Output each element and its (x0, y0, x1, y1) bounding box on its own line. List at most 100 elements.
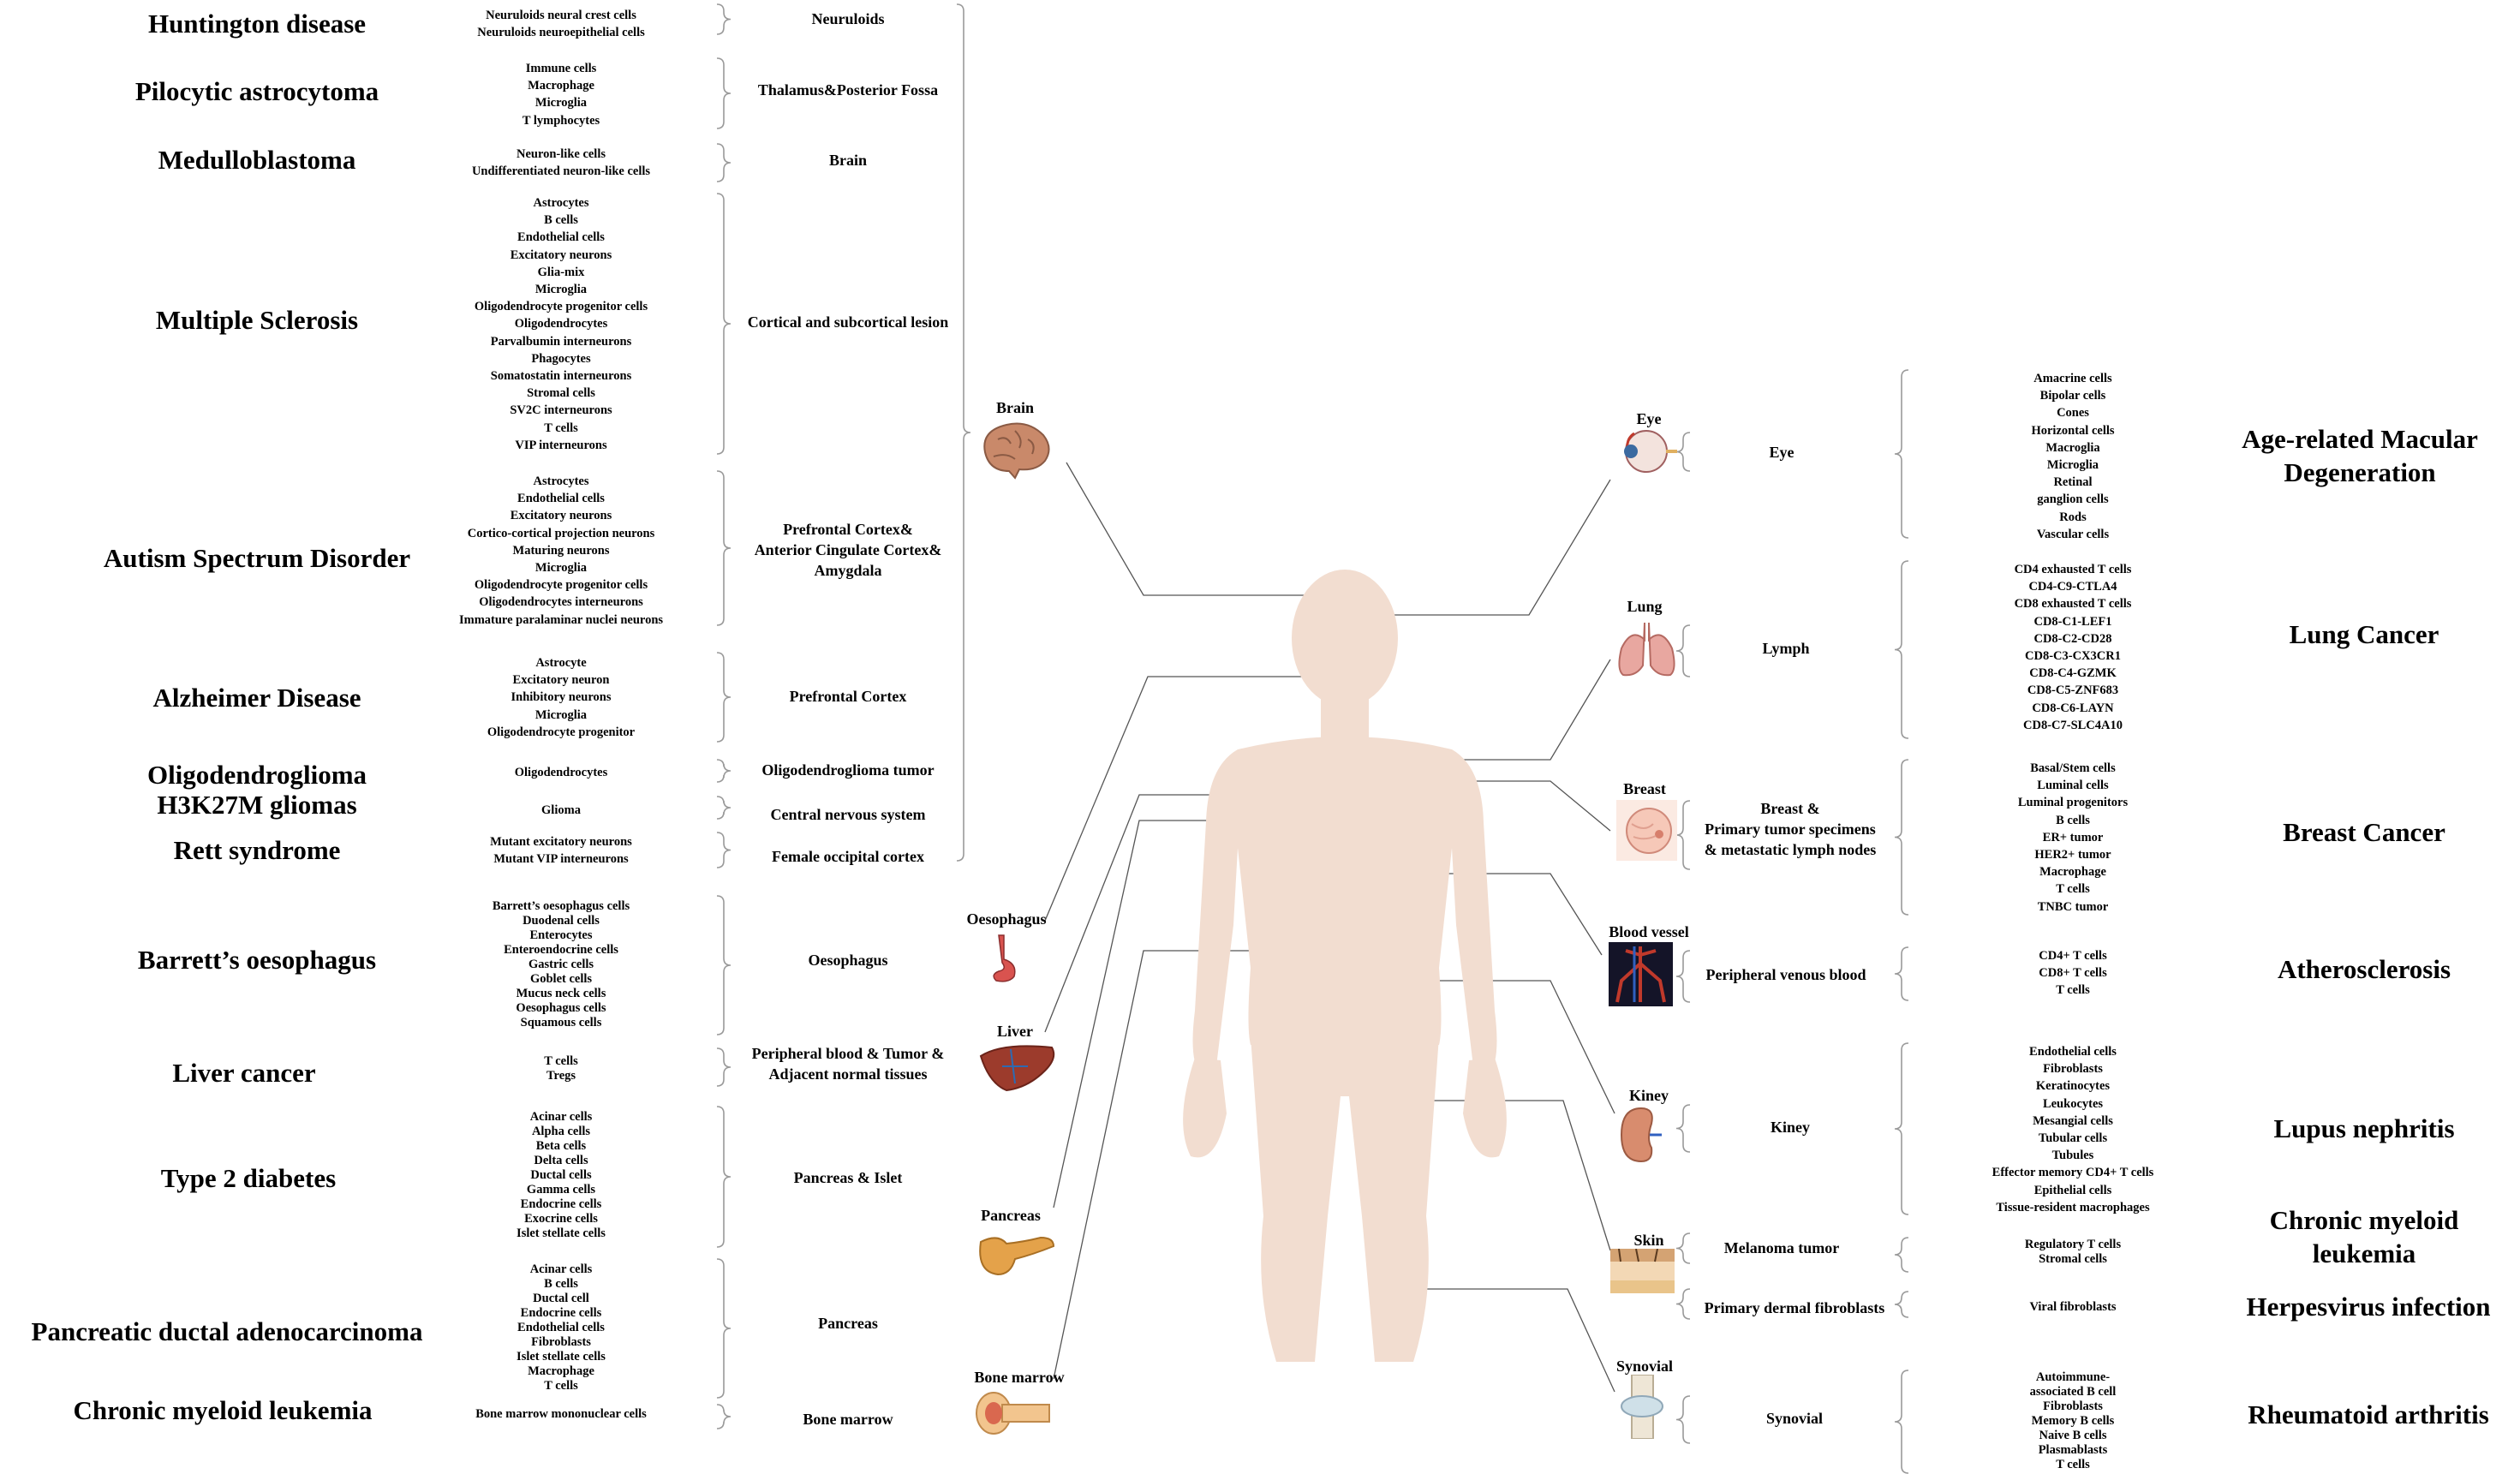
bracket (716, 652, 732, 743)
disease-label-alzheimer: Alzheimer Disease (152, 683, 361, 713)
tissue-label-brain: Brain (828, 152, 867, 169)
cell-list-breast-cancer: Basal/Stem cells Luminal cells Luminal pro… (2017, 761, 2129, 914)
disease-label-lung-cancer: Lung Cancer (2289, 619, 2439, 649)
bracket (716, 143, 732, 182)
bracket (1894, 369, 1909, 539)
organ-label-bone-marrow: Bone marrow (974, 1369, 1065, 1386)
cell-list-herpesvirus: Viral fibroblasts (2029, 1300, 2117, 1314)
disease-label-autism: Autism Spectrum Disorder (103, 543, 411, 573)
tissue-label-peripheral-blood: Peripheral blood & Tumor & Adjacent norma… (751, 1045, 945, 1083)
organ-label-oesophagus: Oesophagus (966, 910, 1047, 928)
disease-label-cml-left: Chronic myeloid leukemia (73, 1395, 373, 1425)
breast-icon (1615, 798, 1679, 862)
bracket (1675, 950, 1691, 1003)
cell-list-autism: Astrocytes Endothelial cells Excitatory ne… (458, 474, 664, 627)
bracket (1675, 1104, 1691, 1153)
cell-list-amd: Amacrine cells Bipolar cells Cones Horizont… (2031, 372, 2115, 541)
organ-label-brain: Brain (995, 399, 1034, 416)
bracket (716, 193, 732, 455)
disease-label-barretts: Barrett’s oesophagus (137, 945, 377, 975)
tissue-label-oesophagus: Oesophagus (808, 952, 888, 969)
tissue-label-lymph: Lymph (1762, 640, 1810, 657)
organ-label-synovial: Synovial (1615, 1358, 1674, 1375)
cell-list-rheumatoid: Autoimmune-associated B cell Fibroblasts M… (2029, 1370, 2117, 1471)
bracket (1894, 759, 1909, 916)
oesophagus-icon (983, 934, 1022, 985)
bracket (716, 895, 732, 1035)
bone-marrow-icon (972, 1387, 1058, 1439)
cell-list-liver-cancer: T cells Tregs (544, 1054, 578, 1083)
disease-label-lupus: Lupus nephritis (2273, 1113, 2455, 1143)
bracket (716, 1404, 732, 1429)
tissue-label-prefrontal: Prefrontal Cortex (789, 688, 907, 705)
bracket (716, 1047, 732, 1087)
bracket (716, 470, 732, 626)
brain-icon (976, 418, 1054, 482)
blood-vessel-icon (1609, 942, 1673, 1006)
disease-label-oligodendroglioma: Oligodendroglioma (146, 760, 367, 790)
pancreas-icon (972, 1225, 1058, 1280)
disease-label-amd: Age-related Macular Degeneration (2242, 424, 2478, 487)
cell-list-pilocytic: Immune cells Macrophage Microglia T lymphoc… (522, 62, 600, 128)
disease-label-liver-cancer: Liver cancer (172, 1058, 316, 1088)
tissue-label-occipital: Female occipital cortex (772, 848, 924, 865)
disease-label-type2-diabetes: Type 2 diabetes (160, 1163, 337, 1193)
cell-list-h3k27m: Glioma (541, 803, 581, 817)
disease-label-h3k27m: H3K27M gliomas (157, 790, 357, 820)
organ-label-breast: Breast (1623, 780, 1666, 797)
organ-label-blood-vessel: Blood vessel (1609, 923, 1689, 940)
organ-label-kiney: Kiney (1628, 1087, 1669, 1104)
connector-line (1066, 462, 1336, 596)
cell-list-cml-left: Bone marrow mononuclear cells (475, 1407, 647, 1421)
cell-list-alzheimer: Astrocyte Excitatory neuron Inhibitory neu… (487, 656, 636, 739)
tissue-label-eye: Eye (1769, 444, 1794, 461)
connector-line (1388, 980, 1615, 1114)
eye-icon (1619, 428, 1679, 475)
tissue-label-venous-blood: Peripheral venous blood (1705, 966, 1866, 983)
tissue-label-melanoma: Melanoma tumor (1723, 1239, 1840, 1256)
bracket (716, 759, 732, 783)
bracket (1894, 1291, 1909, 1318)
organ-label-skin: Skin (1633, 1232, 1664, 1249)
connector-line (1396, 1288, 1615, 1393)
cell-list-multiple-sclerosis: Astrocytes B cells Endothelial cells Excita… (474, 196, 648, 452)
bracket (1894, 946, 1909, 1001)
bracket (716, 796, 732, 820)
tissue-label-pancreas-islet: Pancreas & Islet (793, 1169, 903, 1186)
disease-label-cml-right: Chronic myeloid leukemia (2269, 1205, 2459, 1268)
organ-label-eye: Eye (1636, 410, 1662, 427)
tissue-label-thalamus: Thalamus&Posterior Fossa (757, 81, 939, 98)
bracket (1675, 624, 1691, 677)
disease-label-pdac: Pancreatic ductal adenocarcinoma (31, 1316, 423, 1346)
bracket (1894, 1370, 1909, 1474)
cell-list-oligodendroglioma: Oligodendrocytes (514, 766, 608, 779)
bracket (716, 57, 732, 129)
disease-label-breast-cancer: Breast Cancer (2283, 817, 2445, 847)
disease-label-huntington: Huntington disease (147, 9, 367, 39)
organ-label-liver: Liver (997, 1023, 1033, 1040)
cell-list-pdac: Acinar cells B cells Ductal cell Endocrine … (517, 1262, 606, 1393)
human-body-silhouette (1156, 565, 1533, 1370)
bracket (716, 3, 732, 35)
tissue-label-pancreas: Pancreas (818, 1315, 878, 1332)
cell-list-cml-right: Regulatory T cells Stromal cells (2024, 1238, 2122, 1266)
bracket (716, 1258, 732, 1399)
cell-list-lupus: Endothelial cells Fibroblasts Keratinocyte… (1992, 1045, 2154, 1214)
organ-label-pancreas: Pancreas (981, 1207, 1041, 1224)
disease-label-multiple-sclerosis: Multiple Sclerosis (155, 305, 359, 335)
cell-list-type2-diabetes: Acinar cells Alpha cells Beta cells Delta c… (517, 1110, 606, 1240)
tissue-label-neuruloids: Neuruloids (811, 10, 885, 27)
cell-list-atherosclerosis: CD4+ T cells CD8+ T cells T cells (2039, 949, 2107, 998)
bracket (1675, 1395, 1691, 1444)
bracket (716, 1106, 732, 1248)
disease-label-rett: Rett syndrome (173, 835, 341, 865)
bracket (1675, 1288, 1691, 1320)
tissue-label-breast: Breast & Primary tumor specimens & metasta… (1704, 800, 1877, 858)
disease-label-herpesvirus: Herpesvirus infection (2246, 1292, 2491, 1322)
bracket (956, 3, 971, 862)
disease-label-rheumatoid: Rheumatoid arthritis (2248, 1399, 2489, 1429)
connector-line (1413, 1100, 1611, 1251)
bracket (1894, 560, 1909, 739)
connector-line (1353, 479, 1611, 616)
